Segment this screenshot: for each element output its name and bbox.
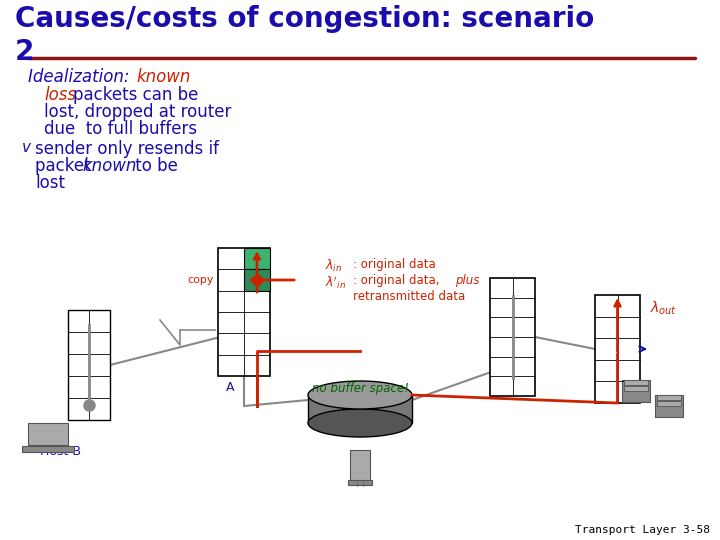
- Text: Idealization:: Idealization:: [28, 68, 135, 86]
- Bar: [657, 395, 681, 400]
- Text: Transport Layer 3-58: Transport Layer 3-58: [575, 525, 710, 535]
- Text: packet: packet: [35, 157, 96, 175]
- Text: known: known: [82, 157, 136, 175]
- Text: retransmitted data: retransmitted data: [353, 290, 465, 303]
- Bar: [308, 395, 412, 423]
- Text: lost, dropped at router: lost, dropped at router: [44, 103, 231, 121]
- Text: Causes/costs of congestion: scenario: Causes/costs of congestion: scenario: [15, 5, 594, 33]
- Bar: [655, 395, 683, 417]
- Bar: [622, 380, 650, 402]
- Bar: [22, 446, 74, 452]
- Text: no buffer space!: no buffer space!: [312, 382, 408, 395]
- Bar: [244, 248, 270, 269]
- Text: Host B: Host B: [40, 445, 81, 458]
- Text: to be: to be: [130, 157, 178, 175]
- Bar: [350, 450, 370, 482]
- Text: $\lambda'_{in}$: $\lambda'_{in}$: [325, 274, 346, 291]
- Ellipse shape: [308, 381, 412, 409]
- Bar: [244, 269, 270, 291]
- Text: $\lambda_{in}$: $\lambda_{in}$: [325, 258, 342, 274]
- Ellipse shape: [308, 409, 412, 437]
- Text: copy: copy: [187, 275, 214, 285]
- Bar: [348, 480, 372, 485]
- Text: sender only resends if: sender only resends if: [35, 140, 219, 158]
- Bar: [657, 401, 681, 406]
- Text: 2: 2: [15, 38, 35, 66]
- Text: known: known: [136, 68, 190, 86]
- Text: due  to full buffers: due to full buffers: [44, 120, 197, 138]
- Bar: [218, 248, 270, 376]
- Text: A: A: [226, 381, 235, 394]
- Bar: [595, 295, 640, 403]
- Text: : original data: : original data: [353, 258, 436, 271]
- Text: v: v: [22, 140, 31, 155]
- Text: plus: plus: [455, 274, 480, 287]
- Text: $\lambda_{out}$: $\lambda_{out}$: [650, 300, 677, 318]
- Bar: [490, 278, 535, 396]
- Bar: [624, 386, 648, 391]
- Text: lost: lost: [35, 174, 65, 192]
- Text: packets can be: packets can be: [73, 86, 199, 104]
- Bar: [28, 423, 68, 445]
- Text: loss: loss: [44, 86, 76, 104]
- Bar: [624, 380, 648, 385]
- Text: : original data,: : original data,: [353, 274, 444, 287]
- Bar: [68, 310, 110, 420]
